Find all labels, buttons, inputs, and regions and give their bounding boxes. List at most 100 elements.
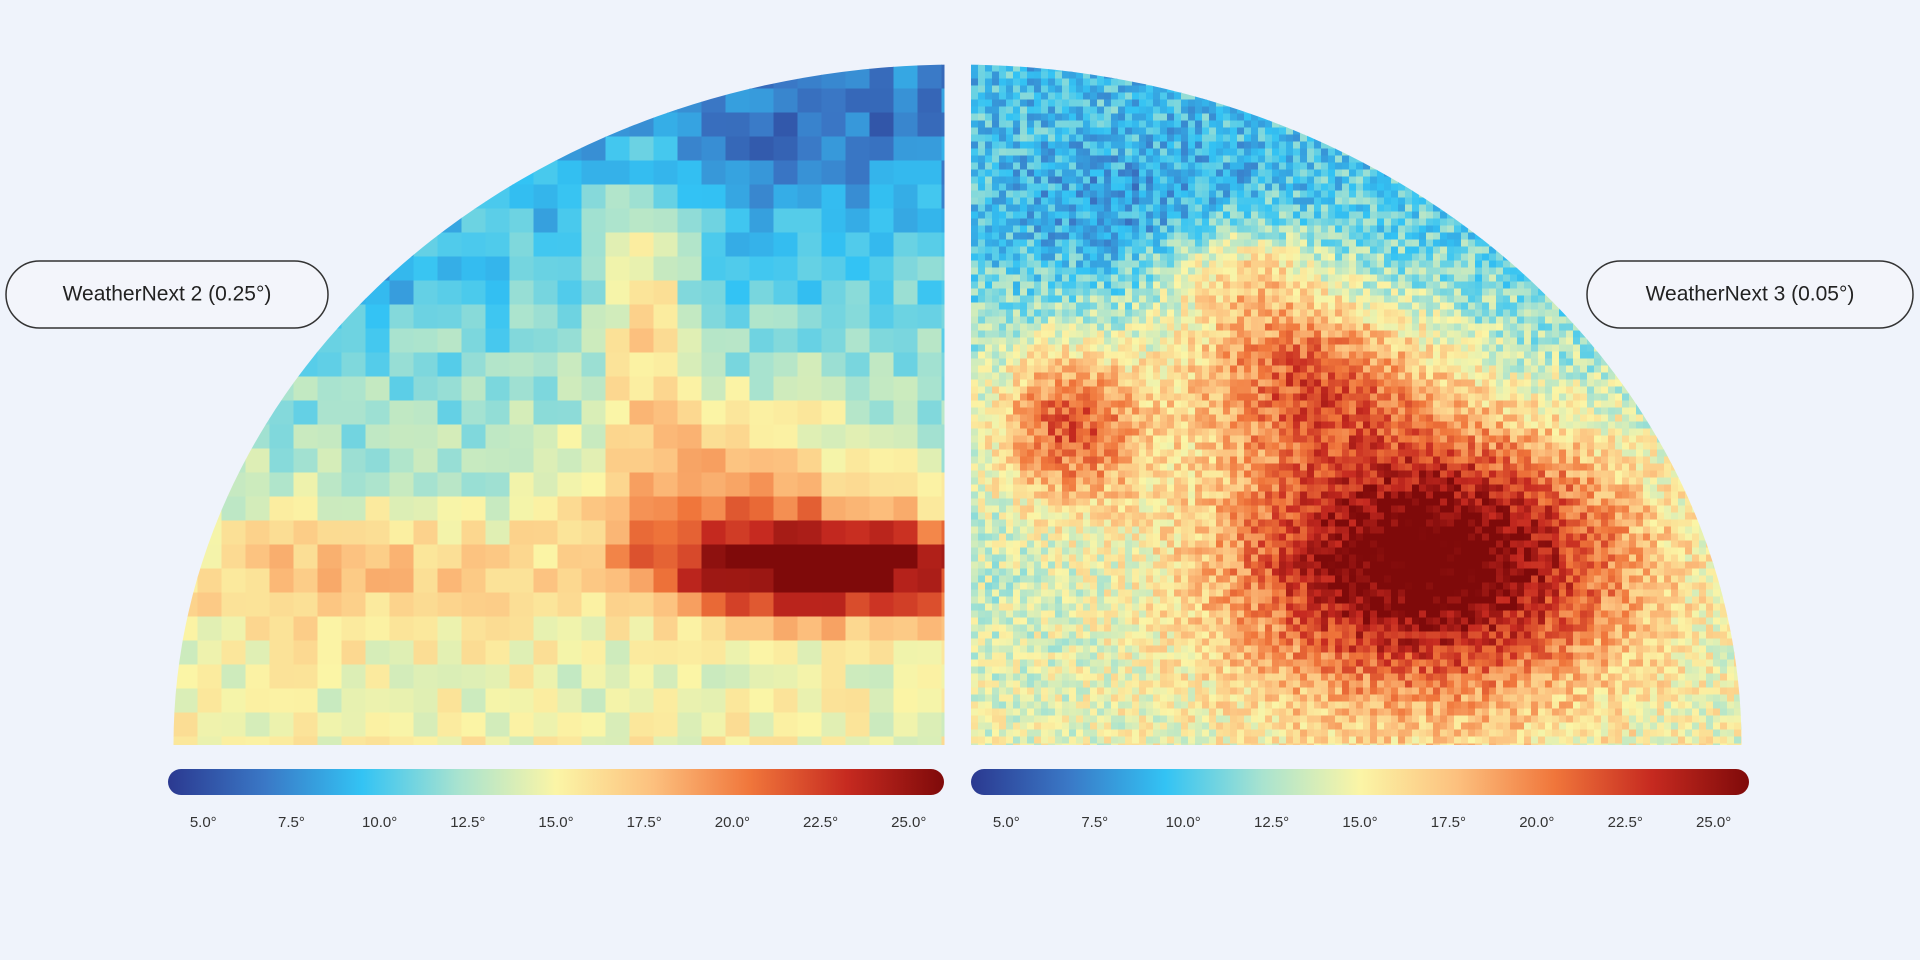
heatmap-cell [1412, 197, 1420, 205]
heatmap-cell [1566, 372, 1574, 380]
heatmap-cell [1391, 309, 1399, 317]
heatmap-cell [1475, 344, 1483, 352]
heatmap-cell [1433, 435, 1441, 443]
heatmap-cell [1531, 274, 1539, 282]
heatmap-cell [1083, 253, 1091, 261]
heatmap-cell [677, 280, 702, 305]
heatmap-cell [1020, 400, 1028, 408]
heatmap-cell [1370, 211, 1378, 219]
heatmap-cell [1489, 218, 1497, 226]
heatmap-cell [1328, 253, 1336, 261]
heatmap-cell [992, 176, 1000, 184]
heatmap-cell [1104, 379, 1112, 387]
heatmap-cell [1321, 239, 1329, 247]
heatmap-cell [1083, 141, 1091, 149]
heatmap-cell [1006, 99, 1014, 107]
heatmap-cell [1398, 253, 1406, 261]
heatmap-cell [1146, 232, 1154, 240]
heatmap-cell [1489, 330, 1497, 338]
heatmap-cell [1202, 253, 1210, 261]
heatmap-cell [389, 400, 414, 425]
heatmap-cell [581, 448, 606, 473]
heatmap-cell [1160, 71, 1168, 79]
heatmap-cell [1335, 358, 1343, 366]
heatmap-cell [1167, 421, 1175, 429]
heatmap-cell [1426, 421, 1434, 429]
heatmap-cell [1356, 288, 1364, 296]
heatmap-cell [1440, 414, 1448, 422]
heatmap-cell [1489, 365, 1497, 373]
heatmap-cell [1531, 246, 1539, 254]
heatmap-cell [1419, 358, 1427, 366]
heatmap-cell [1013, 169, 1021, 177]
heatmap-cell [725, 232, 750, 257]
heatmap-cell [992, 106, 1000, 114]
heatmap-cell [1188, 274, 1196, 282]
heatmap-cell [1426, 407, 1434, 415]
heatmap-cell [1202, 288, 1210, 296]
heatmap-cell [1363, 253, 1371, 261]
heatmap-cell [1510, 421, 1518, 429]
heatmap-cell [1202, 246, 1210, 254]
heatmap-cell [1146, 78, 1154, 86]
heatmap-cell [1412, 379, 1420, 387]
heatmap-cell [1076, 64, 1084, 72]
heatmap-cell [1503, 274, 1511, 282]
heatmap-cell [1391, 295, 1399, 303]
heatmap-cell [1125, 386, 1133, 394]
heatmap-cell [1118, 428, 1126, 436]
heatmap-cell [1111, 330, 1119, 338]
heatmap-cell [1433, 218, 1441, 226]
heatmap-cell [1041, 183, 1049, 191]
heatmap-cell [1251, 92, 1259, 100]
heatmap-cell [1279, 309, 1287, 317]
heatmap-cell [1615, 407, 1623, 415]
heatmap-cell [1104, 190, 1112, 198]
heatmap-cell [1188, 358, 1196, 366]
heatmap-cell [1118, 141, 1126, 149]
heatmap-cell [1041, 365, 1049, 373]
heatmap-cell [1384, 393, 1392, 401]
heatmap-cell [1013, 344, 1021, 352]
heatmap-cell [1153, 421, 1161, 429]
heatmap-cell [1188, 218, 1196, 226]
heatmap-cell [1055, 92, 1063, 100]
heatmap-cell [1013, 372, 1021, 380]
heatmap-cell [1559, 337, 1567, 345]
heatmap-cell [1573, 316, 1581, 324]
heatmap-cell [999, 106, 1007, 114]
heatmap-cell [992, 351, 1000, 359]
heatmap-cell [1391, 239, 1399, 247]
heatmap-cell [1433, 190, 1441, 198]
heatmap-cell [1167, 407, 1175, 415]
heatmap-cell [1188, 267, 1196, 275]
heatmap-cell [978, 92, 986, 100]
heatmap-cell [1195, 197, 1203, 205]
heatmap-cell [629, 376, 654, 401]
heatmap-cell [1097, 365, 1105, 373]
heatmap-cell [557, 184, 582, 209]
heatmap-cell [1132, 92, 1140, 100]
heatmap-cell [1069, 421, 1077, 429]
heatmap-cell [1601, 330, 1609, 338]
heatmap-cell [1006, 204, 1014, 212]
heatmap-cell [917, 208, 942, 233]
heatmap-cell [1265, 358, 1273, 366]
heatmap-cell [1559, 316, 1567, 324]
heatmap-cell [1279, 232, 1287, 240]
heatmap-cell [173, 520, 198, 545]
heatmap-cell [1377, 428, 1385, 436]
heatmap-cell [971, 309, 979, 317]
heatmap-cell [1020, 162, 1028, 170]
heatmap-cell [1069, 288, 1077, 296]
heatmap-cell [1167, 372, 1175, 380]
heatmap-cell [1321, 365, 1329, 373]
heatmap-cell [1307, 337, 1315, 345]
heatmap-cell [1279, 435, 1287, 443]
heatmap-cell [1034, 295, 1042, 303]
heatmap-cell [1475, 386, 1483, 394]
heatmap-cell [1244, 183, 1252, 191]
heatmap-cell [1251, 148, 1259, 156]
heatmap-cell [1104, 260, 1112, 268]
